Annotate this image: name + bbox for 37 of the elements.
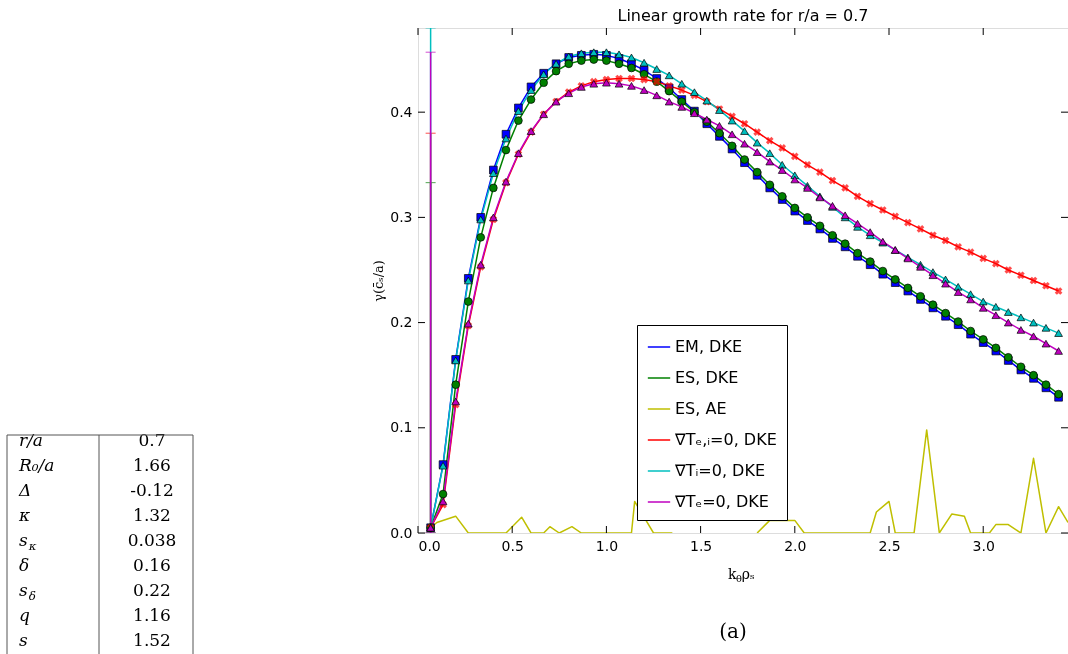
y-tick-label: 0.1 (390, 419, 413, 436)
text: q (19, 605, 30, 625)
text: 0.16 (133, 555, 171, 575)
text: 0.22 (133, 580, 171, 600)
text: s (19, 630, 28, 650)
legend-label: ∇Tᵢ=0, DKE (674, 461, 766, 480)
legend-label: ES, AE (675, 399, 727, 418)
text: κ (18, 505, 31, 525)
legend-label: EM, DKE (675, 337, 743, 356)
x-tick-label: 1.0 (595, 537, 619, 554)
x-tick-label: 0.5 (501, 537, 524, 554)
y-tick-label: 0.0 (390, 524, 413, 541)
x-tick-label: 2.5 (878, 537, 901, 554)
legend-label: ES, DKE (675, 368, 739, 387)
text: -0.12 (130, 480, 174, 500)
y-tick-label: 0.4 (390, 103, 413, 120)
y-tick-label: 0.2 (390, 314, 413, 331)
text: 1.32 (133, 505, 171, 525)
chart-title: Linear growth rate for r/a = 0.7 (617, 5, 869, 25)
text: 1.16 (133, 605, 171, 625)
text: 1.52 (133, 630, 171, 650)
y-tick-label: 0.3 (390, 208, 413, 225)
text: Δ (18, 480, 32, 500)
text: r/a (19, 430, 43, 450)
legend-label: ∇Tₑ,ᵢ=0, DKE (674, 430, 777, 449)
text: 1.66 (133, 455, 171, 475)
text: δ (19, 555, 30, 575)
text: 0.038 (127, 530, 177, 550)
x-tick-label: 0.0 (418, 537, 441, 554)
y-axis-title: γ(c̄ₛ/a) (371, 260, 387, 302)
x-tick-label: 3.0 (972, 537, 995, 554)
text: R₀/a (18, 455, 55, 475)
text: (a) (719, 619, 747, 643)
x-tick-label: 2.0 (784, 537, 807, 554)
text: 0.7 (138, 430, 166, 450)
x-tick-label: 1.5 (689, 537, 713, 554)
legend-label: ∇Tₑ=0, DKE (674, 492, 769, 511)
